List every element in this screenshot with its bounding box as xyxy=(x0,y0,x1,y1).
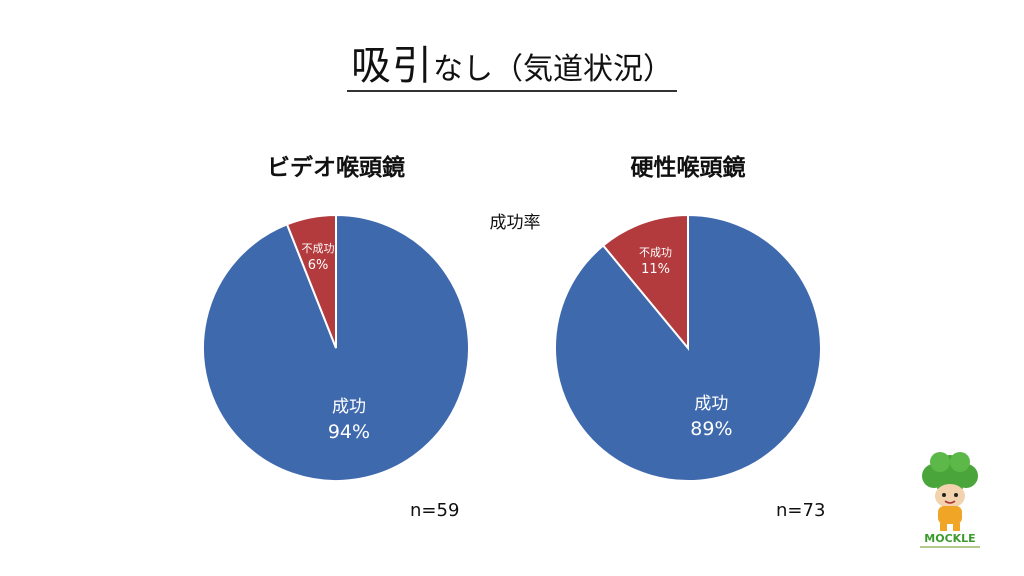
n-label-video: n=59 xyxy=(410,500,460,521)
slide-title-sub: なし（気道状況） xyxy=(433,52,673,87)
mascot-body xyxy=(938,506,962,524)
n-label-rigid: n=73 xyxy=(776,500,826,521)
pie-label-video-failure: 不成功 xyxy=(302,242,335,255)
chart-title-rigid: 硬性喉頭鏡 xyxy=(630,155,746,181)
mascot-face xyxy=(935,484,965,508)
mockle-logo-text: MOCKLE xyxy=(924,532,975,545)
slide-title-main: 吸引 xyxy=(351,43,433,89)
slide-title-underline: 吸引なし（気道状況） xyxy=(347,46,677,92)
mockle-mascot-logo: MOCKLE xyxy=(920,452,980,548)
slide-title: 吸引なし（気道状況） xyxy=(0,46,1024,92)
pie-label-rigid-success: 成功 xyxy=(694,394,728,414)
pie-slice-rigid-failure xyxy=(601,213,689,351)
success-rate-label: 成功率 xyxy=(489,213,541,233)
pie-label-rigid-failure: 不成功 xyxy=(639,246,672,259)
pie-value-video-success: 94% xyxy=(328,421,370,443)
pie-slice-video-failure xyxy=(285,213,337,349)
pie-label-video-success: 成功 xyxy=(332,397,366,417)
pie-value-rigid-success: 89% xyxy=(690,418,732,440)
pie-value-rigid-failure: 11% xyxy=(641,262,670,277)
chart-title-video: ビデオ喉頭鏡 xyxy=(267,155,405,181)
pie-value-video-failure: 6% xyxy=(308,258,329,273)
